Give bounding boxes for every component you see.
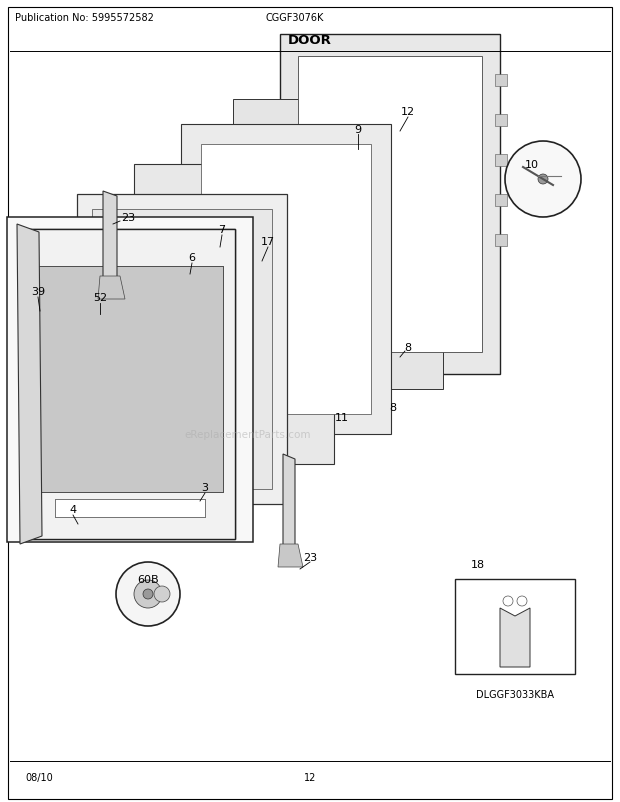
Text: 18: 18: [471, 559, 485, 569]
Text: 10: 10: [525, 160, 539, 170]
Text: 7: 7: [218, 225, 226, 235]
Polygon shape: [201, 145, 371, 415]
Text: 39: 39: [31, 286, 45, 297]
Text: 17: 17: [261, 237, 275, 247]
Text: 3: 3: [202, 482, 208, 492]
Text: CGGF3076K: CGGF3076K: [266, 13, 324, 23]
Circle shape: [116, 562, 180, 626]
Text: 11: 11: [335, 412, 349, 423]
Circle shape: [143, 589, 153, 599]
Text: 12: 12: [304, 772, 316, 782]
Polygon shape: [181, 125, 391, 435]
Polygon shape: [98, 277, 125, 300]
Polygon shape: [103, 192, 117, 292]
Text: 12: 12: [401, 107, 415, 117]
Text: 23: 23: [303, 553, 317, 562]
Polygon shape: [298, 57, 482, 353]
Circle shape: [154, 586, 170, 602]
Polygon shape: [495, 195, 507, 207]
Polygon shape: [134, 164, 334, 464]
Circle shape: [538, 175, 548, 184]
Polygon shape: [25, 229, 235, 539]
Text: 8: 8: [404, 342, 412, 353]
Polygon shape: [233, 100, 443, 390]
Polygon shape: [17, 225, 42, 545]
Polygon shape: [500, 608, 530, 667]
Polygon shape: [37, 267, 223, 492]
Text: DOOR: DOOR: [288, 34, 332, 47]
Circle shape: [517, 596, 527, 606]
Text: 60B: 60B: [137, 574, 159, 585]
Text: 8: 8: [389, 403, 397, 412]
Circle shape: [505, 142, 581, 217]
Polygon shape: [37, 267, 223, 492]
Text: 23: 23: [121, 213, 135, 223]
Polygon shape: [495, 235, 507, 247]
Polygon shape: [7, 217, 253, 542]
Text: Publication No: 5995572582: Publication No: 5995572582: [15, 13, 154, 23]
Circle shape: [134, 581, 162, 608]
Bar: [455, 579, 575, 674]
Polygon shape: [283, 455, 295, 559]
Circle shape: [503, 596, 513, 606]
Text: 08/10: 08/10: [25, 772, 53, 782]
Text: DLGGF3033KBA: DLGGF3033KBA: [476, 689, 554, 699]
Polygon shape: [495, 75, 507, 87]
Polygon shape: [25, 229, 235, 539]
Polygon shape: [495, 155, 507, 167]
Polygon shape: [280, 35, 500, 375]
Text: eReplacementParts.com: eReplacementParts.com: [185, 429, 311, 439]
Polygon shape: [495, 115, 507, 127]
Polygon shape: [278, 545, 303, 567]
Polygon shape: [92, 210, 272, 489]
Polygon shape: [55, 500, 205, 517]
Text: 9: 9: [355, 125, 361, 135]
Text: 6: 6: [188, 253, 195, 263]
Polygon shape: [77, 195, 287, 504]
Text: 4: 4: [69, 504, 76, 514]
Text: 52: 52: [93, 293, 107, 302]
Polygon shape: [55, 500, 205, 517]
